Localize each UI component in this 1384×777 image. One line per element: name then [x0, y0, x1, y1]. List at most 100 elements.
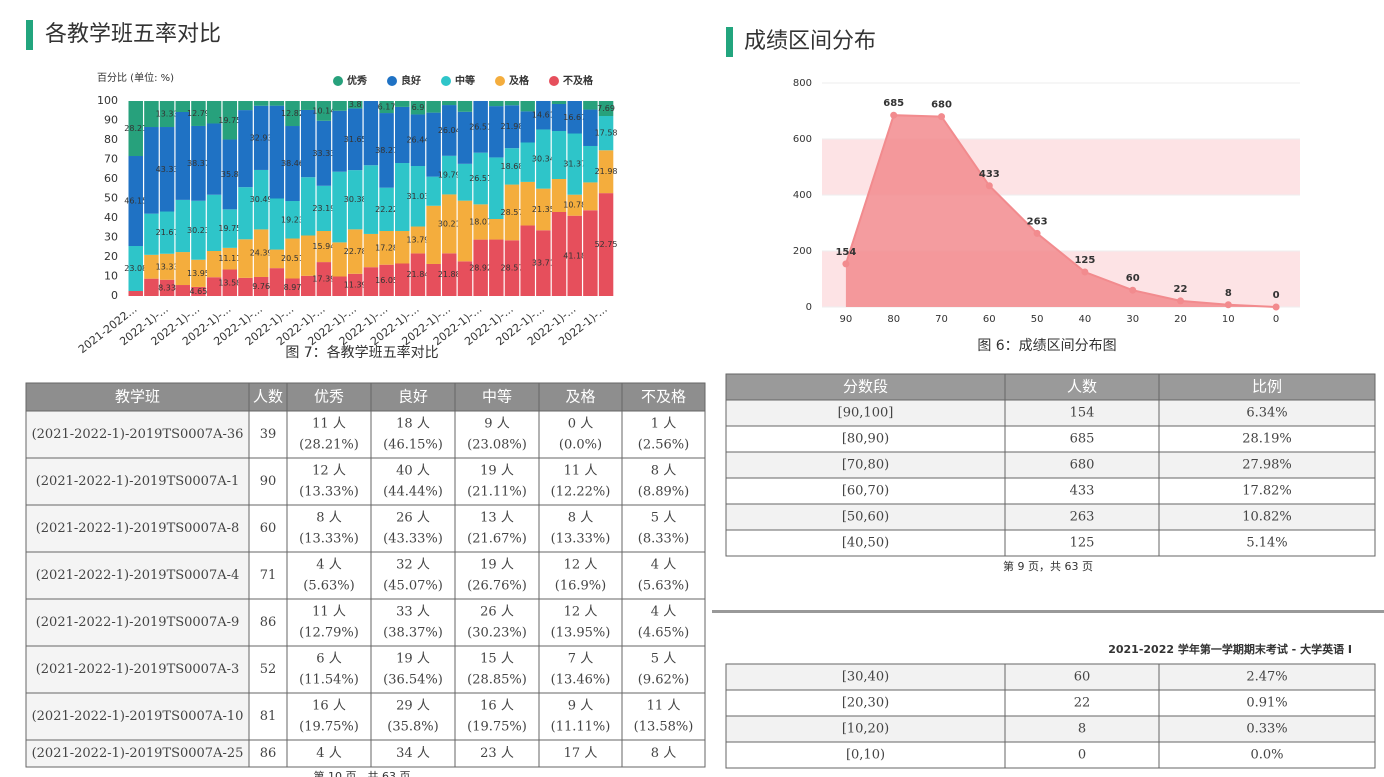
table-cell-text: 81 — [260, 709, 277, 724]
bar-segment — [379, 264, 394, 296]
bar-segment — [395, 263, 410, 296]
data-label: 4.65 — [190, 287, 208, 296]
table-cell-text: 22 — [1074, 696, 1091, 711]
table-cell-text: 19 人 — [480, 558, 514, 573]
bar-segment — [583, 109, 598, 146]
table-cell-text: 15 人 — [480, 652, 514, 667]
data-label: 21.84 — [406, 270, 429, 279]
bar-segment — [598, 115, 614, 151]
bar-segment — [222, 269, 238, 296]
data-label: 31.37 — [563, 160, 586, 169]
table-cell-text: (13.33%) — [299, 485, 359, 500]
data-label: 26.04 — [438, 126, 461, 135]
table-cell — [454, 410, 540, 459]
data-label: 30.23 — [187, 226, 210, 235]
table-cell-text: (2021-2022-1)-2019TS0007A-8 — [36, 521, 240, 536]
bar-segment — [410, 114, 426, 167]
table-cell — [1158, 663, 1376, 691]
bar-segment — [285, 126, 300, 202]
data-label: 263 — [1027, 216, 1048, 227]
bar-segment — [269, 268, 285, 296]
bar-segment — [395, 230, 410, 264]
bar-segment — [269, 105, 285, 199]
data-label: 26.44 — [406, 136, 429, 145]
data-label: 14.61 — [532, 111, 555, 120]
table-cell-text: (46.15%) — [383, 438, 443, 453]
table-cell-text: (28.21%) — [299, 438, 359, 453]
bar-segment — [583, 210, 598, 296]
table-cell-text: 4 人 — [316, 558, 341, 573]
bar-segment — [300, 101, 316, 110]
bar-segment — [238, 239, 253, 278]
bar-segment — [206, 194, 222, 251]
bar-segment — [285, 238, 300, 279]
data-label: 31.65 — [344, 135, 367, 144]
table-cell-text: 26 人 — [396, 511, 430, 526]
bar-segment — [316, 262, 332, 296]
page-footer: 第 10 页，共 63 页 — [314, 769, 411, 777]
bar-segment — [379, 101, 394, 114]
page-header: 2021-2022 学年第一学期期末考试 - 大学英语 I — [1108, 642, 1352, 656]
table-cell-text: (12.79%) — [299, 626, 359, 641]
data-label: 13.79 — [406, 235, 429, 244]
legend-swatch — [333, 76, 343, 86]
x-tick-label: 40 — [1079, 314, 1092, 325]
data-label: 12.79 — [187, 109, 210, 118]
table-header: 及格 — [565, 388, 595, 406]
table-cell — [370, 739, 456, 768]
table-cell — [725, 425, 1006, 453]
table-cell-text: 2.47% — [1246, 670, 1287, 685]
table-cell-text: 1 人 — [651, 417, 676, 432]
data-label: 8.33 — [158, 283, 176, 292]
data-label: 28.57 — [501, 264, 524, 273]
point — [985, 182, 993, 190]
bar-segment — [300, 177, 316, 236]
data-label: 35.8 — [221, 170, 239, 179]
table-cell — [370, 504, 456, 553]
bar-segment — [504, 184, 520, 241]
table-cell — [538, 739, 623, 768]
y-tick-label: 400 — [793, 190, 812, 201]
table-cell-text: 11 人 — [312, 417, 346, 432]
table-cell-text: [40,50) — [842, 536, 889, 551]
legend-label: 不及格 — [563, 74, 594, 87]
table-cell-text: (13.58%) — [634, 720, 694, 735]
bar-segment — [520, 225, 535, 296]
table-cell-text: 28.19% — [1242, 432, 1292, 447]
table-cell-text: 8 人 — [651, 464, 676, 479]
legend-swatch — [387, 76, 397, 86]
bar-segment — [316, 120, 332, 186]
bar-segment — [567, 133, 582, 195]
bar-segment — [285, 278, 300, 296]
data-label: 21.98 — [595, 167, 618, 176]
bar-segment — [144, 101, 159, 128]
table-cell-text: (5.63%) — [638, 579, 689, 594]
table-cell-text: (16.9%) — [555, 579, 606, 594]
table-cell-text: 4 人 — [651, 558, 676, 573]
data-label: 7.69 — [597, 104, 615, 113]
table-cell-text: [90,100] — [838, 406, 894, 421]
x-tick-label: 80 — [887, 314, 900, 325]
table-cell — [25, 645, 250, 694]
table-cell-text: 8 — [1078, 722, 1086, 737]
bar-segment — [598, 193, 614, 296]
table-header: 比例 — [1252, 378, 1282, 396]
table-cell — [725, 741, 1006, 769]
bar-segment — [395, 163, 410, 231]
table-cell — [1004, 451, 1160, 479]
table-cell — [1158, 373, 1376, 401]
bar-segment — [159, 279, 175, 296]
bar-segment — [551, 130, 567, 179]
data-label: 21.35 — [532, 205, 555, 214]
table-cell — [1158, 399, 1376, 427]
legend-label: 良好 — [401, 74, 421, 87]
table-cell-text: 680 — [1070, 458, 1095, 473]
bar-segment — [379, 231, 394, 265]
bar-segment — [551, 103, 567, 131]
table-cell — [370, 457, 456, 506]
data-label: 21.98 — [501, 122, 524, 131]
table-cell — [454, 692, 540, 741]
figure-caption: 图 6：成绩区间分布图 — [977, 338, 1116, 354]
data-label: 433 — [979, 169, 1000, 180]
